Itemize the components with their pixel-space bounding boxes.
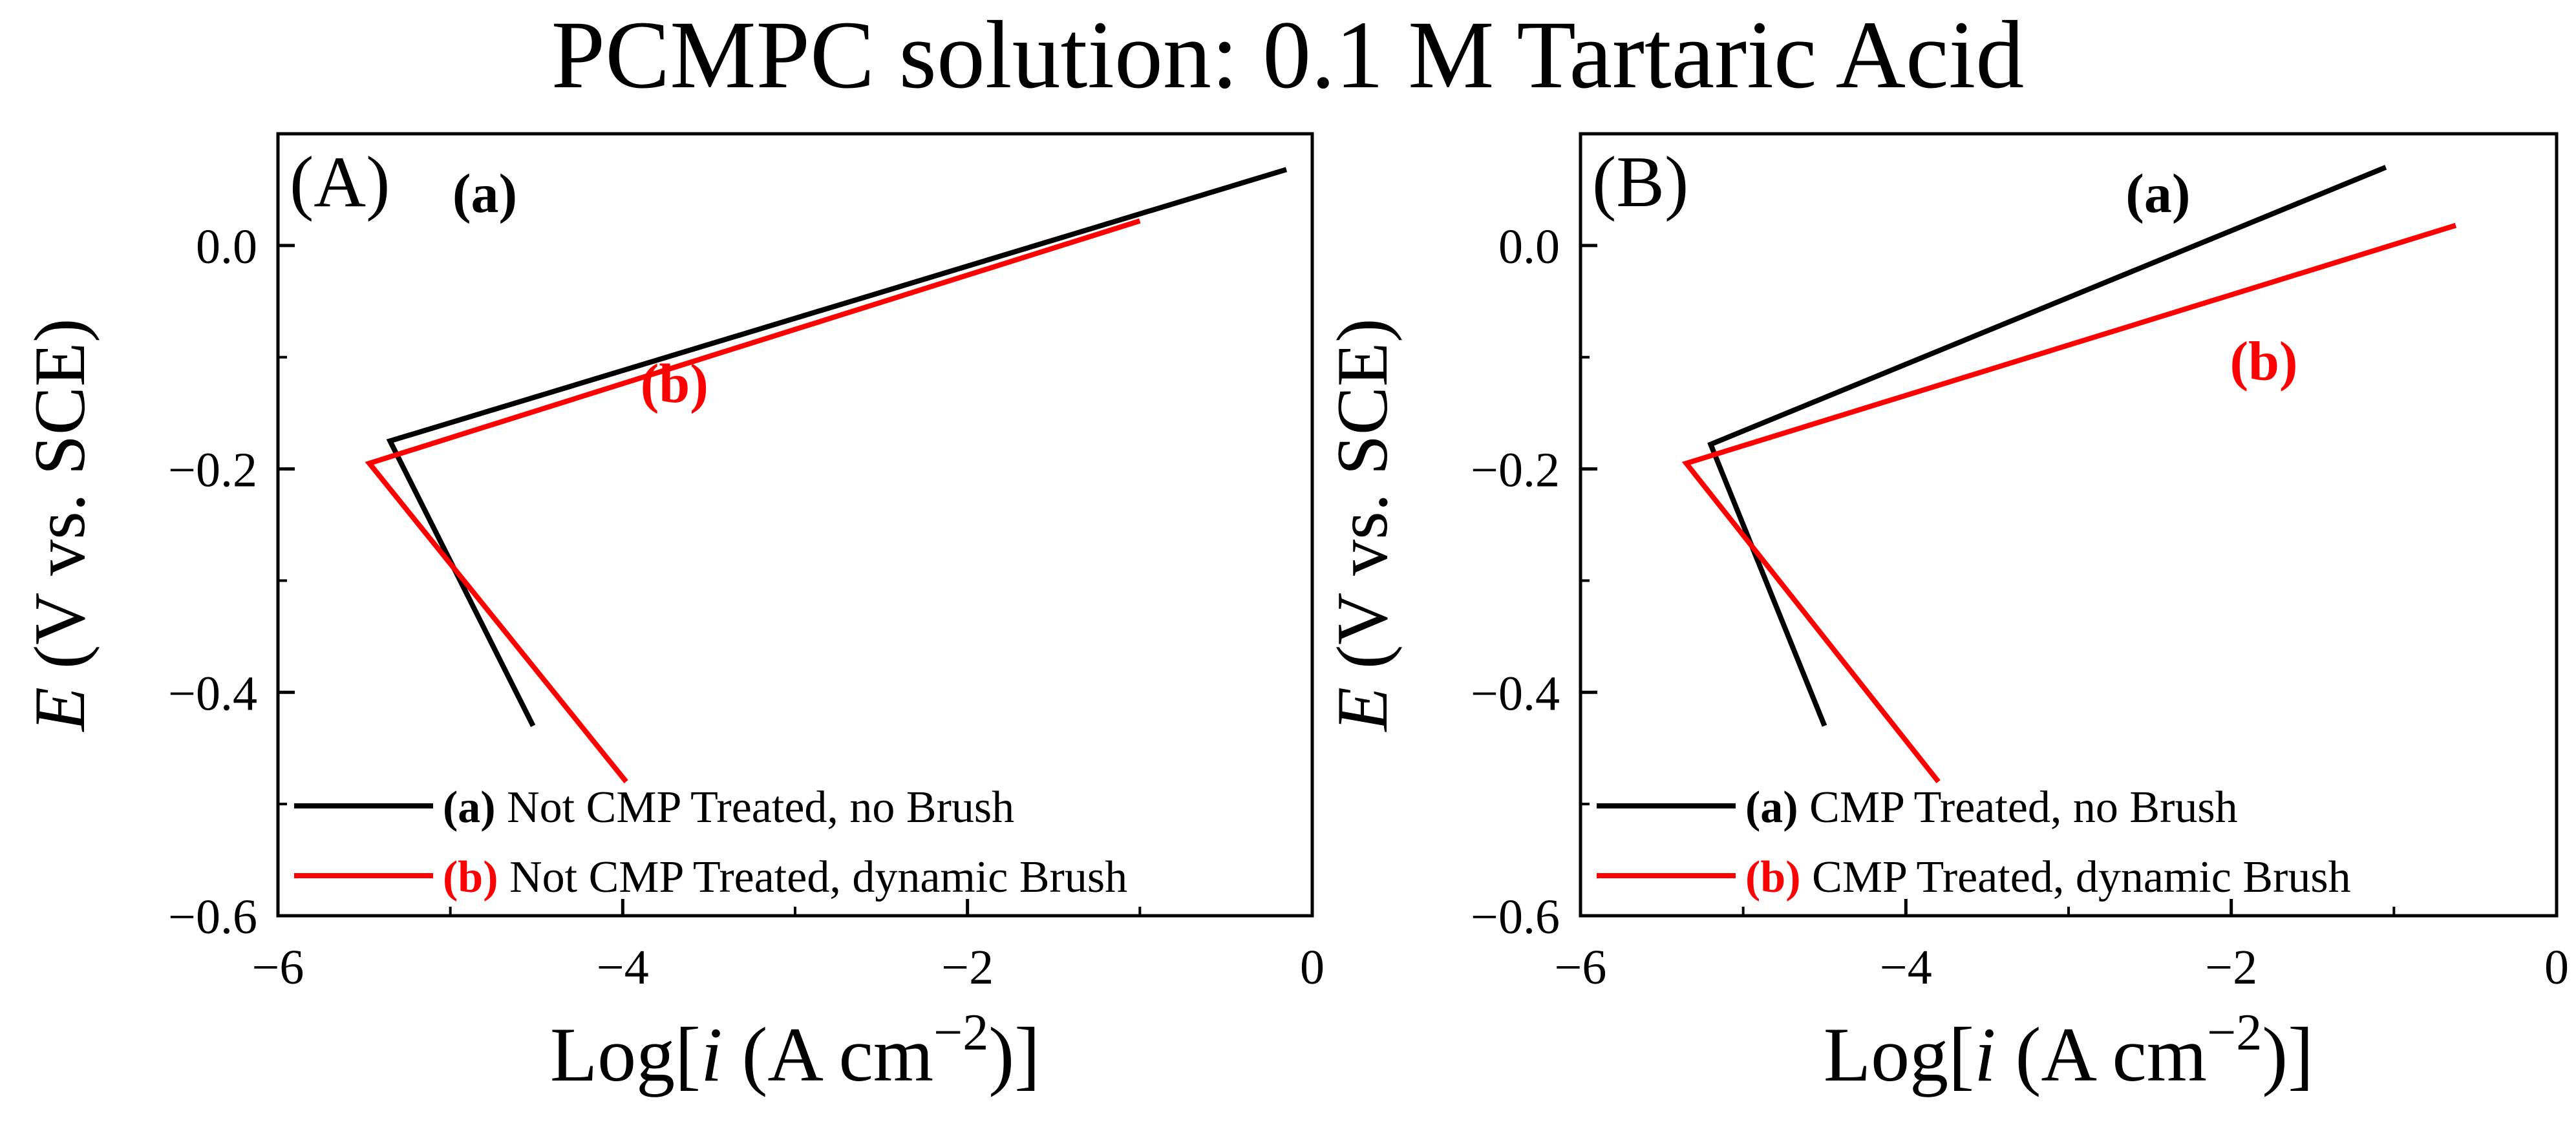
x-axis-label: Log[i (A cm−2)] bbox=[1824, 1004, 2314, 1097]
y-tick-label: 0.0 bbox=[196, 220, 257, 274]
x-tick-label: −2 bbox=[941, 940, 994, 995]
series-line-b bbox=[365, 218, 1141, 784]
panel-label: (A) bbox=[290, 142, 390, 222]
panel-b: −6 −4 −2 0 −0.6 −0.4 −0.2 0.0 Log[i (A cm−2)] E (… bbox=[1323, 132, 2569, 1097]
y-tick-label: −0.6 bbox=[168, 890, 257, 944]
panel-a: −6 −4 −2 0 −0.6 −0.4 −0.2 0.0 Log[i (A cm−2)] E (… bbox=[20, 132, 1325, 1097]
x-tick-label: −2 bbox=[2205, 940, 2257, 995]
legend-label-a: (a) CMP Treated, no Brush bbox=[1745, 783, 2238, 832]
series-line-a bbox=[386, 167, 1288, 727]
series-annotation-a: (a) bbox=[2125, 162, 2190, 224]
x-tick-label: −6 bbox=[1555, 940, 1607, 995]
series-annotation-b: (b) bbox=[2230, 330, 2297, 392]
series-line-b bbox=[1681, 222, 2457, 784]
y-tick-label: −0.4 bbox=[1471, 666, 1560, 721]
series-annotation-a: (a) bbox=[452, 162, 517, 224]
x-axis-label: Log[i (A cm−2)] bbox=[550, 1004, 1040, 1097]
y-tick-label: −0.4 bbox=[168, 666, 257, 721]
series-annotation-b: (b) bbox=[641, 352, 708, 414]
x-tick-label: −4 bbox=[597, 940, 649, 995]
series-line-a bbox=[1707, 165, 2387, 727]
y-axis-label: E (V vs. SCE) bbox=[20, 319, 100, 733]
figure-title: PCMPC solution: 0.1 M Tartaric Acid bbox=[551, 1, 2025, 109]
legend-label-a: (a) Not CMP Treated, no Brush bbox=[443, 783, 1014, 832]
legend-label-b: (b) CMP Treated, dynamic Brush bbox=[1745, 852, 2351, 902]
y-tick-label: −0.2 bbox=[1471, 443, 1560, 498]
y-tick-label: −0.6 bbox=[1471, 890, 1560, 944]
x-tick-label: 0 bbox=[2544, 940, 2569, 995]
x-tick-label: −6 bbox=[252, 940, 304, 995]
y-tick-label: 0.0 bbox=[1498, 220, 1560, 274]
y-tick-label: −0.2 bbox=[168, 443, 257, 498]
x-tick-label: −4 bbox=[1880, 940, 1932, 995]
legend-label-b: (b) Not CMP Treated, dynamic Brush bbox=[443, 852, 1127, 902]
panel-label: (B) bbox=[1592, 142, 1688, 222]
y-axis-label: E (V vs. SCE) bbox=[1323, 319, 1403, 733]
x-tick-label: 0 bbox=[1300, 940, 1325, 995]
